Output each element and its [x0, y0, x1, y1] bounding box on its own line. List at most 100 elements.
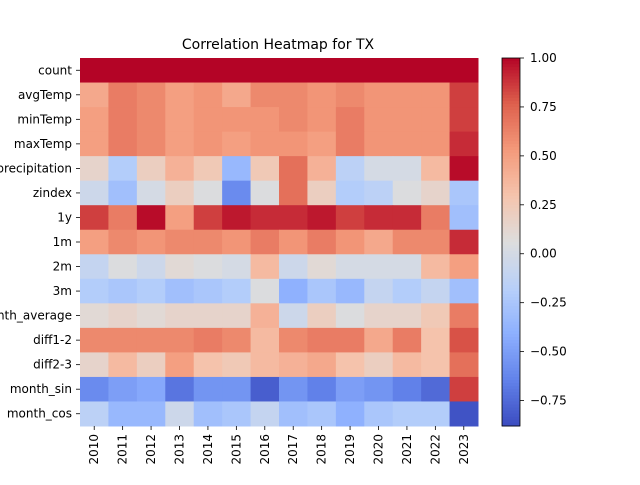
colorbar-segment — [502, 416, 520, 421]
heatmap-cell — [136, 327, 166, 353]
colorbar-segment — [502, 288, 520, 292]
colorbar-segment — [502, 205, 520, 209]
heatmap-cell — [136, 376, 166, 402]
heatmap-cell — [449, 131, 479, 157]
colorbar-tick-label: 1.00 — [530, 51, 557, 65]
heatmap-cell — [165, 254, 195, 280]
heatmap-cell — [392, 82, 422, 108]
y-tick-label: diff2-3 — [33, 358, 72, 372]
heatmap-cell — [136, 401, 166, 427]
heatmap-cell — [222, 254, 252, 280]
colorbar-tick-label: −0.50 — [530, 345, 567, 359]
colorbar-segment — [502, 242, 520, 246]
colorbar-border — [501, 57, 521, 427]
heatmap-cell — [165, 180, 195, 206]
colorbar-segment — [502, 85, 520, 90]
heatmap-cell — [222, 82, 252, 108]
colorbar-segment — [502, 73, 520, 77]
heatmap-cell — [307, 327, 337, 353]
heatmap-cell — [449, 156, 479, 182]
heatmap-cell — [222, 156, 252, 182]
colorbar-segment — [502, 413, 520, 418]
x-tick-labels: 2010 2011 2012 2013 2014 2015 2016 2017 2018 2019… — [87, 426, 471, 465]
heatmap-cell — [335, 180, 365, 206]
heatmap-cell — [250, 82, 280, 108]
heatmap-cell — [449, 376, 479, 402]
y-tick-label: zindex — [33, 186, 72, 200]
heatmap-cell — [279, 82, 308, 108]
heatmap-cell — [421, 58, 451, 84]
heatmap-cell — [165, 352, 195, 378]
heatmap-cell — [108, 352, 138, 378]
heatmap-cell — [193, 58, 223, 84]
colorbar-segment — [502, 229, 520, 234]
heatmap-cell — [392, 156, 422, 182]
heatmap-cell — [80, 303, 109, 329]
colorbar-segment — [502, 64, 520, 68]
heatmap-cell — [335, 352, 365, 378]
colorbar-segment — [502, 137, 520, 142]
heatmap-cell — [307, 352, 337, 378]
heatmap-cell — [193, 254, 223, 280]
heatmap-cell — [222, 180, 252, 206]
x-tick-label: 2012 — [144, 434, 158, 465]
heatmap-cell — [364, 303, 394, 329]
heatmap-cell — [108, 229, 138, 255]
colorbar-segment — [502, 358, 520, 363]
heatmap-cell — [222, 352, 252, 378]
heatmap-cell — [80, 156, 109, 182]
x-tick-label: 2019 — [343, 434, 357, 465]
heatmap-cell — [80, 401, 109, 427]
colorbar-segment — [502, 300, 520, 304]
heatmap-cell — [307, 303, 337, 329]
colorbar-tick-label: −0.25 — [530, 296, 567, 310]
colorbar-segment — [502, 232, 520, 237]
heatmap-cell — [449, 278, 479, 304]
heatmap-cell — [193, 229, 223, 255]
heatmap-cell — [193, 131, 223, 157]
heatmap-cell — [279, 327, 308, 353]
colorbar-segment — [502, 327, 520, 332]
heatmap-cell — [392, 401, 422, 427]
x-tick-label: 2017 — [286, 434, 300, 465]
colorbar-segment — [502, 107, 520, 111]
colorbar-segment — [502, 266, 520, 271]
heatmap-cell — [392, 254, 422, 280]
heatmap-cell — [165, 327, 195, 353]
colorbar-segment — [502, 122, 520, 126]
heatmap-cell — [250, 205, 280, 231]
y-tick-labels: count avgTemp minTemp maxTemp precipitation z… — [0, 63, 80, 421]
heatmap-cell — [335, 205, 365, 231]
y-tick-label: 1y — [57, 210, 72, 224]
colorbar-segment — [502, 88, 520, 93]
colorbar-segment — [502, 306, 520, 310]
heatmap-cell — [165, 58, 195, 84]
heatmap-cell — [193, 82, 223, 108]
heatmap-cell — [80, 131, 109, 157]
chart-title: Correlation Heatmap for TX — [182, 37, 375, 53]
heatmap-cell — [364, 180, 394, 206]
heatmap-cell — [136, 229, 166, 255]
heatmap-cell — [364, 229, 394, 255]
y-tick-label: avgTemp — [18, 88, 72, 102]
heatmap-cell — [279, 376, 308, 402]
heatmap-cell — [136, 131, 166, 157]
y-tick-label: count — [38, 63, 72, 77]
colorbar-segment — [502, 370, 520, 375]
x-tick-label: 2018 — [315, 434, 329, 465]
colorbar-segment — [502, 343, 520, 347]
heatmap-cell — [421, 107, 451, 133]
y-tick-label: maxTemp — [14, 137, 72, 151]
heatmap-cell — [108, 254, 138, 280]
y-tick-label: 3m — [53, 284, 72, 298]
heatmap-cell — [421, 303, 451, 329]
heatmap-cell — [80, 58, 109, 84]
colorbar-segment — [502, 346, 520, 350]
heatmap-cell — [335, 401, 365, 427]
heatmap-cell — [392, 58, 422, 84]
heatmap-cell — [80, 278, 109, 304]
y-tick-label: 2m — [53, 260, 72, 274]
heatmap-cell — [165, 401, 195, 427]
heatmap-cell — [279, 180, 308, 206]
heatmap-cell — [165, 278, 195, 304]
